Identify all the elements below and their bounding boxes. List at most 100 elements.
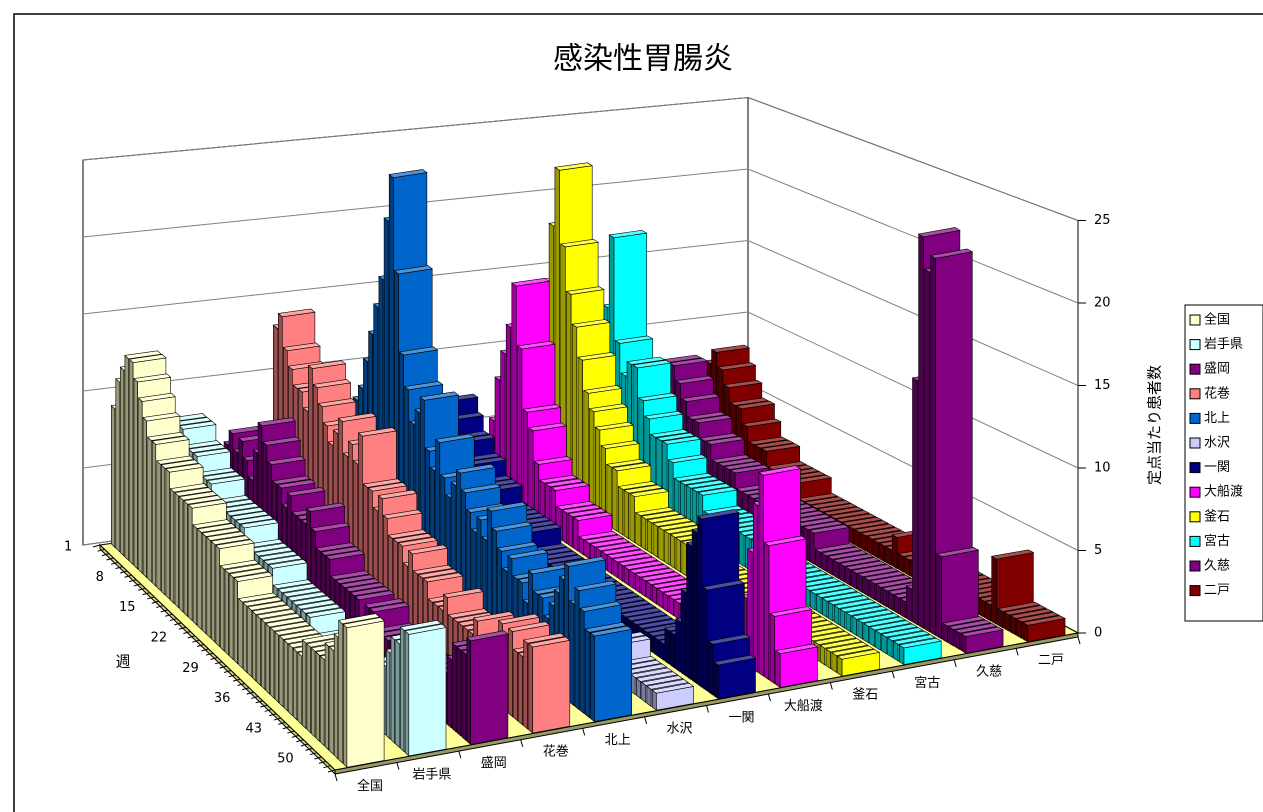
bar-top	[235, 514, 275, 525]
bar-top	[455, 463, 496, 474]
bar-top	[814, 543, 857, 553]
bar-top	[822, 506, 864, 516]
bar-top	[797, 493, 839, 502]
series-tick	[1015, 648, 1019, 656]
bar-top	[417, 568, 459, 579]
x-tick	[205, 652, 214, 656]
bar-top	[228, 567, 269, 578]
bar-top	[723, 379, 763, 388]
bar-top	[253, 546, 294, 557]
bar-top	[156, 455, 195, 465]
bar-top	[729, 397, 770, 406]
bar-top	[392, 533, 433, 543]
bar-side	[904, 556, 910, 577]
bar-side	[978, 597, 985, 618]
bar-top	[686, 411, 727, 420]
bar-top	[1015, 611, 1060, 623]
bar-top	[990, 549, 1035, 560]
bar-top	[850, 564, 893, 574]
x-tick	[296, 739, 304, 743]
bar-top	[282, 342, 321, 352]
bar-top	[338, 613, 381, 625]
bar-top	[868, 620, 912, 631]
bar-top	[278, 629, 320, 640]
bar	[935, 546, 980, 640]
bar-side	[562, 509, 568, 545]
bar-top	[612, 553, 653, 563]
bar-top	[649, 429, 690, 438]
bar-side	[511, 282, 517, 511]
bar-side	[274, 631, 280, 704]
legend-label: 釜石	[1204, 509, 1230, 524]
bar-top	[711, 454, 752, 464]
bar-front	[594, 628, 633, 722]
bar-top	[307, 360, 347, 369]
x-tick	[232, 678, 241, 682]
bar-top	[857, 613, 900, 624]
bar-top	[571, 319, 611, 328]
x-tick	[169, 618, 177, 622]
bar-side	[206, 536, 211, 639]
legend-label: 一関	[1204, 460, 1230, 475]
bar-top	[306, 502, 346, 512]
bar-top	[766, 461, 807, 470]
bar-top	[611, 462, 652, 472]
bar-front	[470, 633, 509, 745]
bar-top	[257, 417, 296, 427]
bar-top	[869, 574, 912, 585]
bar-top	[269, 621, 311, 632]
bar-top	[364, 598, 405, 609]
bar-top	[853, 523, 896, 533]
x-tick	[142, 592, 150, 596]
bar-top	[377, 489, 418, 500]
bar-top	[825, 641, 869, 653]
bar-side	[183, 500, 188, 618]
bar-side	[151, 440, 157, 587]
bar-top	[382, 509, 423, 519]
series-axis-label: 盛岡	[481, 756, 507, 771]
bar-top	[851, 609, 894, 620]
x-tick	[156, 605, 164, 609]
bar-top	[277, 583, 318, 594]
x-tick	[160, 609, 168, 613]
bar-top	[705, 436, 746, 445]
bar-top	[844, 560, 887, 571]
y-tick-label: 15	[1094, 378, 1111, 393]
bar-side	[261, 618, 266, 691]
bar-top	[496, 541, 538, 552]
bar-side	[523, 639, 528, 730]
bar-top	[667, 454, 708, 464]
bar-top	[892, 634, 937, 645]
bar-side	[385, 648, 391, 740]
bar-top	[646, 679, 689, 690]
bar-side	[808, 529, 815, 565]
bar-top	[544, 478, 585, 488]
bar-side	[891, 534, 898, 570]
bar-top	[472, 611, 515, 622]
bar-side	[702, 586, 708, 692]
bar-side	[466, 636, 472, 746]
bar-top	[717, 457, 758, 467]
bar-top	[679, 476, 720, 486]
bar-top	[809, 584, 852, 595]
bar-top	[286, 487, 326, 497]
bar-top	[652, 517, 693, 527]
bar-top	[703, 505, 744, 515]
x-tick	[196, 644, 205, 647]
bar-top	[210, 535, 251, 546]
bar-side	[635, 512, 641, 547]
bar	[836, 649, 881, 677]
bar-top	[258, 551, 299, 561]
bar-side	[863, 576, 870, 597]
bar-top	[847, 520, 890, 530]
bar-side	[390, 635, 396, 744]
bar-top	[833, 598, 876, 609]
bar-top	[183, 495, 223, 505]
series-axis-label: 久慈	[976, 665, 1002, 680]
legend-swatch	[1189, 535, 1201, 547]
bar-side	[764, 542, 770, 681]
series-axis-label: 岩手県	[412, 767, 451, 782]
series-tick	[334, 773, 338, 782]
x-tick	[151, 600, 159, 604]
bar-side	[713, 661, 719, 700]
